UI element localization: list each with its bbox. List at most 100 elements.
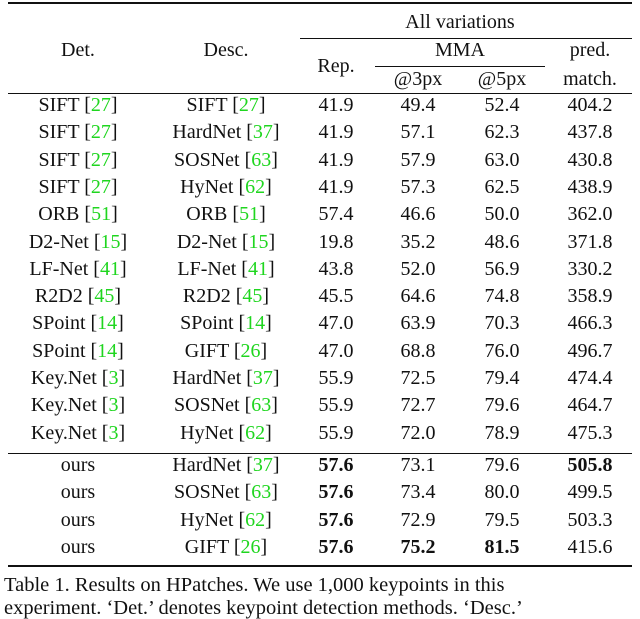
detector-cell: ours [61,454,95,476]
descriptor-cell: LF-Net [41] [177,257,275,280]
descriptor-cell: SIFT [27] [186,94,266,116]
citation-link[interactable]: 62 [245,175,266,198]
citation-link[interactable]: 63 [251,481,272,504]
rep-value: 57.4 [318,203,354,226]
citation-link[interactable]: 63 [251,394,272,417]
citation-link[interactable]: 3 [108,394,119,417]
header-3px: @3px [393,68,443,90]
descriptor-cell-name: HyNet [180,508,234,531]
detector-cell: SIFT [27] [38,121,118,144]
header-rule [8,93,632,94]
citation-link[interactable]: 27 [90,148,111,171]
detector-cell: ours [61,536,95,558]
px3-value: 72.9 [400,508,436,531]
citation-link[interactable]: 63 [251,148,272,171]
descriptor-cell-name: HyNet [180,175,234,198]
detector-cell: SIFT [27] [38,94,118,116]
rep-value: 57.6 [318,453,354,476]
citation-link[interactable]: 14 [245,312,266,335]
px3-value: 57.1 [400,121,436,144]
descriptor-cell: SOSNet [63] [174,394,278,417]
pred-value: 330.2 [567,257,613,280]
citation-link[interactable]: 45 [242,285,263,308]
citation-link[interactable]: 15 [248,230,269,253]
citation-link[interactable]: 26 [240,535,261,558]
citation-link[interactable]: 14 [97,312,118,335]
descriptor-cell-name: HardNet [172,121,242,144]
descriptor-cell-name: R2D2 [182,285,231,308]
citation-link[interactable]: 62 [245,421,266,444]
px5-value: 79.5 [484,508,520,531]
citation-link[interactable]: 51 [239,203,260,226]
group-rule [300,38,632,39]
px5-value: 76.0 [484,339,520,362]
header-pred: pred. [569,39,611,61]
header-desc: Desc. [203,39,249,61]
detector-cell-name: ours [60,453,96,476]
header-5px: @5px [477,68,527,90]
px5-value: 80.0 [484,481,520,504]
citation-link[interactable]: 37 [252,453,273,476]
rep-value: 47.0 [318,339,354,362]
descriptor-cell: HyNet [62] [180,175,272,198]
citation-link[interactable]: 27 [90,94,111,116]
detector-cell-name: Key.Net [30,421,97,444]
rep-value: 55.9 [318,394,354,417]
detector-cell: SIFT [27] [38,148,118,171]
detector-cell-name: R2D2 [34,285,83,308]
citation-link[interactable]: 3 [108,367,119,389]
rep-value: 41.9 [318,121,354,144]
detector-cell-name: SPoint [32,339,86,362]
detector-cell-name: Key.Net [30,394,97,417]
detector-cell: SIFT [27] [38,175,118,198]
px5-value: 79.4 [484,367,520,389]
rep-value: 57.6 [318,481,354,504]
descriptor-cell-name: SOSNet [174,394,240,417]
citation-link[interactable]: 37 [252,367,273,389]
descriptor-cell-name: SOSNet [174,481,240,504]
detector-cell: ours [61,481,95,503]
detector-cell: SPoint [14] [32,339,124,362]
citation-link[interactable]: 62 [245,508,266,531]
pred-value: 464.7 [567,394,613,417]
px5-value: 48.6 [484,230,520,253]
px3-value: 75.2 [400,535,436,558]
citation-link[interactable]: 41 [247,257,268,280]
pred-value: 430.8 [567,148,613,171]
px5-value: 79.6 [484,394,520,417]
citation-link[interactable]: 51 [91,203,112,226]
descriptor-cell: GIFT [26] [184,339,268,362]
citation-link[interactable]: 45 [94,285,115,308]
descriptor-cell: SOSNet [63] [174,148,278,171]
px3-value: 72.5 [400,367,436,389]
citation-link[interactable]: 27 [238,94,259,116]
citation-link[interactable]: 37 [252,121,273,144]
descriptor-cell-name: GIFT [184,535,229,558]
pred-value: 503.3 [567,508,613,531]
citation-link[interactable]: 3 [108,421,119,444]
header-all-variations: All variations [405,11,515,33]
px5-value: 70.3 [484,312,520,335]
px3-value: 57.9 [400,148,436,171]
citation-link[interactable]: 14 [97,339,118,362]
px5-value: 81.5 [484,535,520,558]
px5-value: 52.4 [484,94,520,116]
px5-value: 62.3 [484,121,520,144]
header-match: match. [563,68,617,90]
rep-value: 19.8 [318,230,354,253]
detector-cell-name: ORB [38,203,80,226]
rep-value: 57.6 [318,535,354,558]
citation-link[interactable]: 26 [240,339,261,362]
header-det: Det. [61,39,95,61]
citation-link[interactable]: 27 [90,121,111,144]
px5-value: 56.9 [484,257,520,280]
rep-value: 45.5 [318,285,354,308]
detector-cell: ours [61,509,95,531]
citation-link[interactable]: 27 [90,175,111,198]
descriptor-cell: HardNet [37] [172,121,280,144]
rep-value: 57.6 [318,508,354,531]
citation-link[interactable]: 15 [100,230,121,253]
bottom-rule [8,565,632,567]
descriptor-cell: GIFT [26] [184,535,268,558]
citation-link[interactable]: 41 [99,257,120,280]
